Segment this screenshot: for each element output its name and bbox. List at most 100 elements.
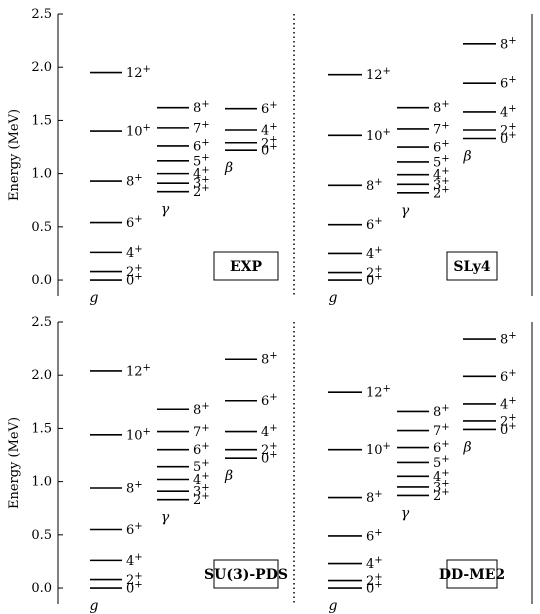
level-label: 2+ xyxy=(261,441,278,458)
band-gamma: 2+3+4+5+6+7+8+γ xyxy=(157,99,210,218)
level-label: 8+ xyxy=(433,99,450,116)
band-gamma: 2+3+4+5+6+7+8+γ xyxy=(397,99,450,219)
level-label: 2+ xyxy=(433,487,450,504)
level-label: 6+ xyxy=(126,214,143,231)
level-label: 12+ xyxy=(366,66,391,83)
y-tick-label: 1.0 xyxy=(31,475,52,490)
level-label: 0+ xyxy=(366,272,383,289)
level-label: 0+ xyxy=(126,272,143,289)
level-label: 8+ xyxy=(193,401,210,418)
band-gamma: 2+3+4+5+6+7+8+γ xyxy=(157,401,210,526)
level-label: 0+ xyxy=(500,421,517,438)
level-label: 6+ xyxy=(261,392,278,409)
band-g: 0+2+4+6+8+10+12+g xyxy=(328,384,391,614)
level-label: 6+ xyxy=(193,441,210,458)
level-label: 4+ xyxy=(261,121,278,138)
level-label: 7+ xyxy=(193,423,210,440)
band-label-gamma: γ xyxy=(161,202,170,218)
band-beta: 0+2+4+ 6+ 8+ β xyxy=(462,35,516,164)
level-label: 7+ xyxy=(193,119,210,136)
level-label: 0+ xyxy=(261,142,278,159)
band-g: 0+2+4+6+8+10+12+g xyxy=(90,64,151,306)
level-label: 2+ xyxy=(126,263,143,280)
level-label: 8+ xyxy=(500,35,517,52)
y-tick-label: 1.5 xyxy=(31,421,52,436)
panel-label-box xyxy=(213,251,279,281)
level-label: 0+ xyxy=(500,130,517,147)
level-label: 4+ xyxy=(261,423,278,440)
level-label: 7+ xyxy=(433,120,450,137)
panel-label: SLy4 xyxy=(453,259,491,275)
panel-sly4: 0+2+4+6+8+10+12+g2+3+4+5+6+7+8+γ0+2+4+6+… xyxy=(328,35,517,306)
y-tick-label: 0.5 xyxy=(31,220,52,235)
level-label: 8+ xyxy=(126,480,143,497)
level-label: 2+ xyxy=(193,491,210,508)
level-label: 4+ xyxy=(500,395,517,412)
y-tick-label: 0.0 xyxy=(31,581,52,596)
panel-label: EXP xyxy=(230,259,263,275)
level-label: 8+ xyxy=(500,331,517,348)
level-label: 10+ xyxy=(366,441,391,458)
panel-dd-me2: 0+2+4+6+8+10+12+g2+3+4+5+6+7+8+γ0+2+4+6+… xyxy=(328,331,517,614)
level-label: 7+ xyxy=(433,422,450,439)
level-label: 8+ xyxy=(261,351,278,368)
level-label: 8+ xyxy=(366,177,383,194)
level-label: 10+ xyxy=(366,127,391,144)
band-label-gamma: γ xyxy=(161,510,170,526)
level-label: 10+ xyxy=(126,123,151,140)
band-label-beta: β xyxy=(462,439,471,455)
band-label-beta: β xyxy=(224,468,233,484)
level-label: 6+ xyxy=(366,527,383,544)
level-label: 6+ xyxy=(193,137,210,154)
level-label: 8+ xyxy=(193,99,210,116)
panel-label: SU(3)-PDS xyxy=(204,567,288,583)
level-label: 5+ xyxy=(433,454,450,471)
level-label: 6+ xyxy=(500,75,517,92)
y-tick-label: 1.0 xyxy=(31,167,52,182)
band-beta: 0+2+4+ 6+ 8+ β xyxy=(224,351,278,484)
level-label: 12+ xyxy=(366,384,391,401)
y-tick-label: 1.5 xyxy=(31,113,52,128)
level-label: 6+ xyxy=(261,100,278,117)
level-label: 4+ xyxy=(193,165,210,182)
level-label: 12+ xyxy=(126,362,151,379)
y-tick-label: 0.5 xyxy=(31,528,52,543)
level-label: 0+ xyxy=(261,450,278,467)
panel-label: DD-ME2 xyxy=(439,567,505,583)
y-axis-label: Energy (MeV) xyxy=(7,417,22,509)
level-label: 2+ xyxy=(433,184,450,201)
level-label: 8+ xyxy=(433,403,450,420)
level-label: 4+ xyxy=(126,244,143,261)
y-axis-label: Energy (MeV) xyxy=(7,109,22,201)
level-label: 6+ xyxy=(433,139,450,156)
band-g: 0+2+4+6+8+10+12+g xyxy=(328,66,391,306)
level-label: 3+ xyxy=(433,176,450,193)
level-label: 2+ xyxy=(366,264,383,281)
level-label: 4+ xyxy=(193,471,210,488)
band-label-gamma: γ xyxy=(401,505,410,521)
level-label: 5+ xyxy=(193,458,210,475)
level-label: 2+ xyxy=(193,183,210,200)
level-label: 5+ xyxy=(433,153,450,170)
panel-label-box xyxy=(213,559,279,589)
level-label: 2+ xyxy=(366,572,383,589)
y-tick-label: 2.5 xyxy=(31,7,52,22)
level-label: 2+ xyxy=(500,121,517,138)
level-label: 12+ xyxy=(126,64,151,81)
level-label: 6+ xyxy=(126,521,143,538)
band-beta: 0+2+4+ 6+ β xyxy=(224,100,278,176)
band-gamma: 2+3+4+5+6+7+8+γ xyxy=(397,403,450,521)
level-label: 2+ xyxy=(500,412,517,429)
level-label: 2+ xyxy=(126,571,143,588)
level-label: 4+ xyxy=(500,103,517,120)
band-label-beta: β xyxy=(462,149,471,165)
level-label: 0+ xyxy=(126,580,143,597)
level-label: 3+ xyxy=(193,175,210,192)
level-label: 3+ xyxy=(433,478,450,495)
panel-exp: 0+2+4+6+8+10+12+g2+3+4+5+6+7+8+γ0+2+4+6+… xyxy=(90,64,279,306)
band-label-g: g xyxy=(329,290,338,306)
level-label: 4+ xyxy=(433,166,450,183)
level-label: 4+ xyxy=(433,468,450,485)
level-label: 4+ xyxy=(366,245,383,262)
